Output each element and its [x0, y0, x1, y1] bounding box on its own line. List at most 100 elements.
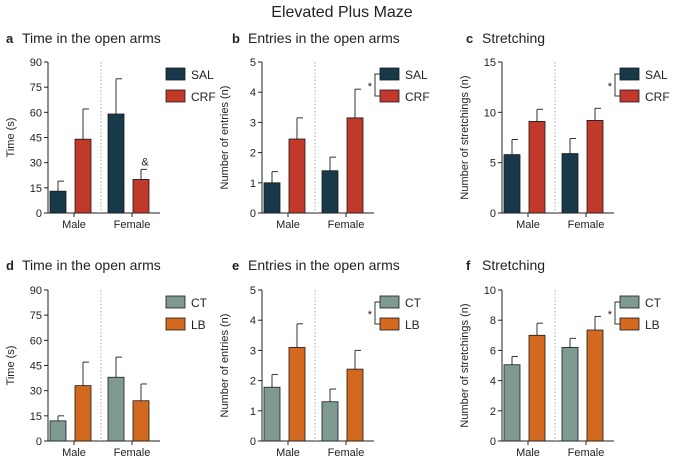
y-tick-label: 2 — [490, 406, 496, 418]
bar-lb-male — [74, 385, 92, 442]
panel-letter: e — [232, 258, 239, 273]
panel-title: Entries in the open arms — [248, 30, 400, 46]
significance-annotation: & — [141, 156, 149, 168]
y-tick-label: 1 — [250, 178, 256, 190]
x-tick-label: Female — [568, 447, 605, 456]
legend-label-crf: CRF — [191, 90, 216, 104]
y-tick-label: 45 — [30, 133, 42, 145]
bar-sal-male — [503, 154, 521, 214]
panel-letter: f — [466, 258, 471, 273]
y-tick-label: 0 — [36, 208, 42, 220]
y-axis-label: Time (s) — [5, 118, 17, 158]
bar-sal-female — [107, 113, 125, 214]
y-tick-label: 15 — [30, 411, 42, 423]
bar-crf-female — [346, 117, 364, 214]
y-axis-label: Time (s) — [5, 346, 17, 386]
panel-letter: a — [6, 31, 14, 46]
bar-sal-female — [321, 170, 339, 214]
y-tick-label: 10 — [484, 285, 496, 297]
significance-bracket — [614, 73, 620, 97]
chart-panel-b: b Entries in the open arms 0 1 2 3 4 5 Number of… — [219, 30, 430, 231]
y-tick-label: 30 — [30, 158, 42, 170]
x-tick-label: Female — [114, 447, 151, 456]
y-tick-label: 3 — [250, 345, 256, 357]
chart-panel-a: a Time in the open arms 0 15 30 45 60 75 90 Time … — [5, 30, 216, 231]
bar-ct-male — [263, 386, 281, 442]
legend-label-sal: SAL — [645, 68, 668, 82]
y-tick-label: 5 — [490, 158, 496, 170]
x-tick-label: Male — [62, 219, 86, 231]
y-tick-label: 0 — [490, 436, 496, 448]
y-tick-label: 10 — [484, 107, 496, 119]
legend-swatch-lb — [379, 317, 400, 331]
legend-label-lb: LB — [405, 318, 420, 332]
legend-label-ct: CT — [405, 296, 422, 310]
legend-swatch-crf — [619, 89, 640, 103]
legend-swatch-lb — [619, 317, 640, 331]
chart-panel-e: e Entries in the open arms 0 1 2 3 4 5 Number of… — [219, 257, 422, 456]
legend-swatch-ct — [165, 295, 186, 309]
chart-panel-c: c Stretching 0 5 10 15 Number of stretchings (… — [459, 30, 670, 231]
significance-star: * — [368, 81, 373, 93]
y-tick-label: 0 — [250, 208, 256, 220]
y-tick-label: 5 — [250, 57, 256, 69]
bar-crf-female — [132, 179, 150, 214]
legend-label-lb: LB — [645, 318, 660, 332]
legend-swatch-lb — [165, 317, 186, 331]
significance-star: * — [608, 309, 613, 321]
bar-lb-male — [528, 334, 546, 442]
x-tick-label: Female — [568, 219, 605, 231]
y-tick-label: 75 — [30, 82, 42, 94]
panel-letter: d — [6, 258, 14, 273]
chart-panel-d: d Time in the open arms 0 15 30 45 60 75 90 Time … — [5, 257, 208, 456]
legend-swatch-crf — [379, 89, 400, 103]
bar-ct-female — [321, 401, 339, 442]
y-tick-label: 75 — [30, 310, 42, 322]
legend-swatch-sal — [619, 67, 640, 81]
bar-crf-male — [74, 138, 92, 214]
panel-letter: c — [466, 31, 473, 46]
legend-label-sal: SAL — [405, 68, 428, 82]
x-tick-label: Female — [328, 219, 365, 231]
y-axis-label: Number of stretchings (n) — [459, 75, 471, 199]
legend-swatch-crf — [165, 89, 186, 103]
x-tick-label: Male — [276, 447, 300, 456]
y-tick-label: 60 — [30, 335, 42, 347]
significance-bracket — [614, 301, 620, 325]
bar-lb-female — [586, 329, 604, 442]
y-tick-label: 3 — [250, 117, 256, 129]
bar-sal-male — [49, 190, 67, 214]
bar-sal-female — [561, 153, 579, 214]
y-tick-label: 4 — [250, 315, 256, 327]
x-tick-label: Male — [516, 447, 540, 456]
legend-label-ct: CT — [191, 296, 208, 310]
y-tick-label: 15 — [30, 183, 42, 195]
y-tick-label: 0 — [36, 436, 42, 448]
panel-title: Time in the open arms — [22, 30, 161, 46]
significance-bracket — [374, 301, 380, 325]
bar-crf-male — [528, 120, 546, 214]
x-tick-label: Female — [328, 447, 365, 456]
y-tick-label: 4 — [250, 87, 256, 99]
bar-crf-female — [586, 119, 604, 214]
y-tick-label: 2 — [250, 148, 256, 160]
legend-swatch-sal — [379, 67, 400, 81]
bar-lb-female — [132, 400, 150, 442]
y-tick-label: 0 — [490, 208, 496, 220]
y-tick-label: 60 — [30, 107, 42, 119]
y-tick-label: 90 — [30, 285, 42, 297]
legend-label-crf: CRF — [405, 90, 430, 104]
bar-ct-female — [561, 346, 579, 442]
bar-ct-male — [49, 420, 67, 442]
chart-panel-f: f Stretching 0 2 4 6 8 10 Number of stretchings … — [459, 257, 662, 456]
panel-title: Stretching — [482, 30, 545, 46]
y-tick-label: 2 — [250, 376, 256, 388]
panel-title: Entries in the open arms — [248, 257, 400, 273]
x-tick-label: Male — [276, 219, 300, 231]
y-tick-label: 30 — [30, 386, 42, 398]
panel-title: Time in the open arms — [22, 257, 161, 273]
y-tick-label: 0 — [250, 436, 256, 448]
bar-sal-male — [263, 182, 281, 214]
y-tick-label: 90 — [30, 57, 42, 69]
x-tick-label: Male — [516, 219, 540, 231]
